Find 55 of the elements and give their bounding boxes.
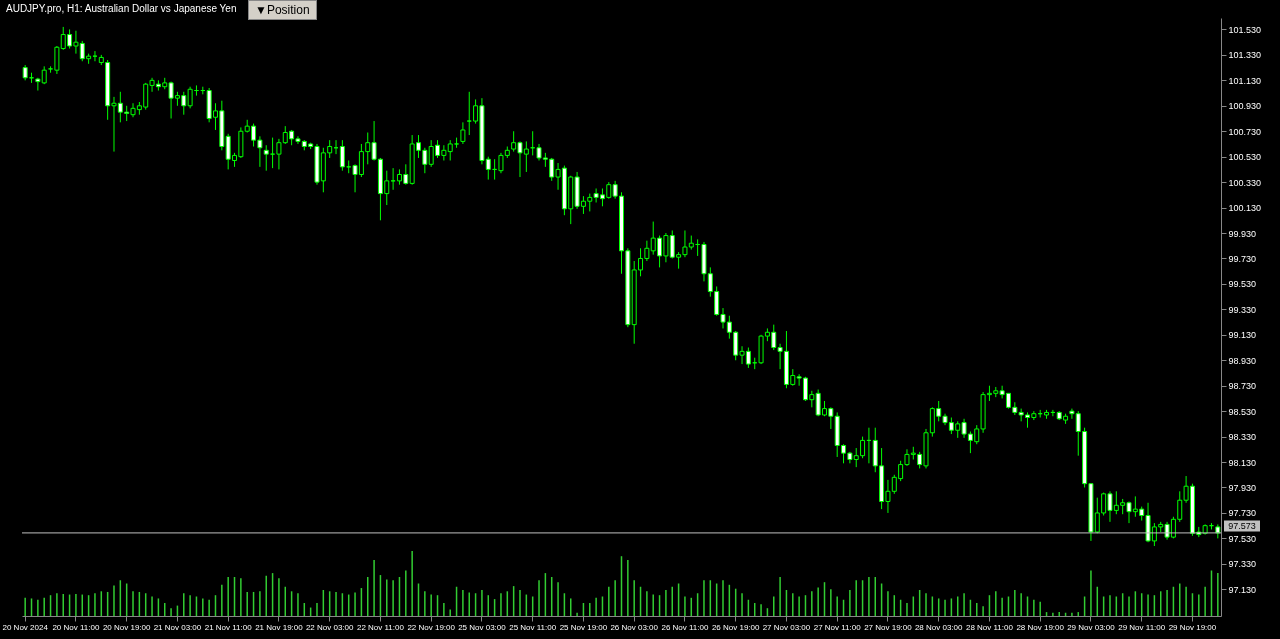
x-tick-label: 20 Nov 2024 [2,622,49,632]
y-tick-label: 97.730 [1228,508,1257,519]
candlestick [339,139,345,172]
y-tick-label: 97.130 [1228,584,1257,595]
x-tick-label: 28 Nov 03:00 [914,622,964,632]
y-tick-label: 98.730 [1228,381,1257,392]
x-tick-label: 21 Nov 19:00 [255,622,304,632]
y-tick-label: 98.130 [1228,457,1257,468]
x-tick-label: 29 Nov 11:00 [1118,622,1166,632]
y-tick-label: 101.530 [1228,24,1262,35]
y-tick-label: 99.530 [1228,279,1257,290]
x-tick-label: 22 Nov 19:00 [407,622,456,632]
ref-line-label: 97.573 [1228,520,1256,531]
x-tick-label: 26 Nov 03:00 [610,622,659,632]
chart-title: AUDJPY.pro, H1: Australian Dollar vs Japanese Yen [5,3,237,14]
x-tick-label: 20 Nov 11:00 [52,622,100,632]
x-tick-label: 26 Nov 19:00 [711,622,761,632]
y-tick-label: 98.530 [1228,406,1257,417]
candlestick [390,167,396,191]
y-tick-label: 101.330 [1228,50,1262,61]
x-tick-label: 22 Nov 11:00 [356,622,405,632]
x-tick-label: 25 Nov 19:00 [559,622,608,632]
x-tick-label: 28 Nov 19:00 [1016,622,1065,632]
y-tick-label: 97.330 [1228,559,1257,570]
candlestick [466,91,472,136]
y-tick-label: 98.330 [1228,432,1257,443]
y-tick-label: 99.930 [1228,228,1257,239]
y-tick-label: 98.930 [1228,355,1257,366]
y-tick-label: 100.930 [1228,101,1262,112]
candlestick [263,144,269,172]
y-tick-label: 100.130 [1228,203,1262,214]
x-tick-label: 28 Nov 11:00 [965,622,1014,632]
x-tick-label: 27 Nov 03:00 [762,622,811,632]
x-tick-label: 27 Nov 11:00 [813,622,862,632]
x-tick-label: 26 Nov 11:00 [661,622,709,632]
x-tick-label: 20 Nov 19:00 [102,622,152,632]
x-tick-label: 21 Nov 11:00 [204,622,253,632]
y-tick-label: 100.530 [1228,152,1262,163]
y-tick-label: 97.530 [1228,533,1257,544]
y-tick-label: 101.130 [1228,75,1262,86]
y-tick-label: 100.730 [1228,126,1262,137]
y-tick-label: 99.730 [1228,253,1257,264]
y-tick-label: 99.130 [1228,330,1257,341]
x-tick-label: 21 Nov 03:00 [153,622,202,632]
x-tick-label: 29 Nov 19:00 [1168,622,1217,632]
y-tick-label: 97.930 [1228,482,1257,493]
position-panel: ▼Position [248,0,317,20]
x-tick-label: 29 Nov 03:00 [1067,622,1116,632]
y-tick-label: 99.330 [1228,304,1257,315]
x-tick-label: 22 Nov 03:00 [305,622,355,632]
x-tick-label: 25 Nov 11:00 [509,622,557,632]
x-tick-label: 25 Nov 03:00 [458,622,507,632]
candlestick [460,121,466,145]
y-tick-label: 100.330 [1228,177,1262,188]
x-tick-label: 27 Nov 19:00 [864,622,913,632]
